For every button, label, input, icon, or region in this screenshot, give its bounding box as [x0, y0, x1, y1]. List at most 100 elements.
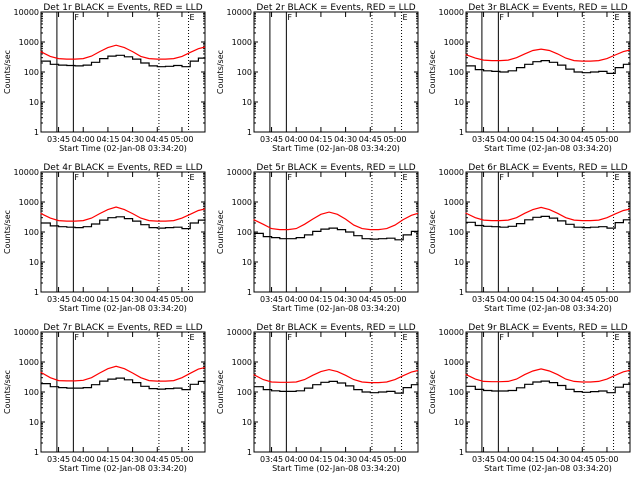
- detector-panel: Det 8r BLACK = Events, RED = LLD 1 10 100 10…: [216, 323, 419, 473]
- time-marker-label: E: [403, 333, 408, 342]
- x-tick-label: 03:45: [472, 455, 495, 464]
- y-tick-label: 1000: [232, 198, 252, 207]
- y-tick-label: 10000: [439, 168, 464, 177]
- y-axis-label: Counts/sec: [428, 50, 437, 94]
- panel-title: Det 4r BLACK = Events, RED = LLD: [43, 163, 202, 173]
- panel-title: Det 9r BLACK = Events, RED = LLD: [468, 323, 627, 333]
- y-tick-label: 100: [449, 228, 464, 237]
- y-tick-label: 1000: [444, 38, 464, 47]
- time-marker-label: F: [74, 173, 79, 182]
- events-series-line: [40, 54, 206, 68]
- x-tick-label: 04:30: [546, 135, 569, 144]
- x-axis-label: Start Time (02-Jan-08 03:34:20): [59, 464, 187, 473]
- y-tick-label: 1000: [232, 38, 252, 47]
- time-marker-label: E: [190, 333, 195, 342]
- x-tick-label: 04:30: [121, 455, 144, 464]
- x-tick-label: 04:15: [521, 455, 544, 464]
- y-tick-label: 1000: [19, 38, 39, 47]
- events-series-line: [465, 380, 631, 394]
- x-tick-label: 04:00: [72, 455, 95, 464]
- detector-panel: Det 9r BLACK = Events, RED = LLD 1 10 100 10…: [428, 323, 631, 473]
- time-marker-label: E: [190, 173, 195, 182]
- x-axis-label: Start Time (02-Jan-08 03:34:20): [484, 304, 612, 313]
- detector-panel: Det 6r BLACK = Events, RED = LLD 1 10 100 10…: [428, 163, 631, 313]
- x-axis-label: Start Time (02-Jan-08 03:34:20): [59, 144, 187, 153]
- y-tick-label: 1000: [232, 358, 252, 367]
- x-tick-label: 05:00: [595, 455, 618, 464]
- y-tick-label: 10: [242, 98, 252, 107]
- time-marker-label: F: [287, 13, 292, 22]
- y-tick-label: 1: [34, 448, 39, 457]
- y-tick-label: 10: [29, 258, 39, 267]
- y-tick-label: 100: [449, 68, 464, 77]
- events-series-line: [465, 215, 631, 229]
- lld-series-line: [465, 206, 631, 222]
- y-axis-label: Counts/sec: [216, 210, 225, 254]
- x-tick-label: 04:00: [497, 455, 520, 464]
- x-tick-label: 03:45: [47, 455, 70, 464]
- panel-title: Det 3r BLACK = Events, RED = LLD: [468, 3, 627, 13]
- y-tick-label: 10000: [439, 8, 464, 17]
- x-tick-label: 04:45: [571, 295, 594, 304]
- x-tick-label: 04:30: [334, 455, 357, 464]
- y-tick-label: 100: [24, 68, 39, 77]
- x-tick-label: 04:45: [359, 135, 382, 144]
- lld-series-line: [253, 368, 419, 384]
- y-tick-label: 1000: [19, 358, 39, 367]
- y-tick-label: 1: [34, 128, 39, 137]
- y-tick-label: 10000: [227, 328, 252, 337]
- y-tick-label: 1000: [19, 198, 39, 207]
- time-marker-label: E: [403, 13, 408, 22]
- detector-panel: Det 3r BLACK = Events, RED = LLD 1 10 100 10…: [428, 3, 631, 153]
- x-tick-label: 04:15: [521, 135, 544, 144]
- x-axis-label: Start Time (02-Jan-08 03:34:20): [484, 144, 612, 153]
- detector-panel: Det 5r BLACK = Events, RED = LLD 1 10 100 10…: [216, 163, 419, 313]
- y-tick-label: 1000: [444, 358, 464, 367]
- x-tick-label: 05:00: [383, 135, 406, 144]
- time-marker-label: F: [499, 333, 504, 342]
- y-axis-label: Counts/sec: [428, 370, 437, 414]
- x-tick-label: 04:30: [334, 295, 357, 304]
- y-axis-label: Counts/sec: [3, 370, 12, 414]
- x-tick-label: 04:00: [285, 295, 308, 304]
- panel-title: Det 6r BLACK = Events, RED = LLD: [468, 163, 627, 173]
- x-tick-label: 04:45: [359, 295, 382, 304]
- y-tick-label: 1: [247, 288, 252, 297]
- time-marker-label: F: [499, 173, 504, 182]
- time-marker-label: F: [287, 333, 292, 342]
- x-axis-label: Start Time (02-Jan-08 03:34:20): [272, 464, 400, 473]
- y-tick-label: 100: [237, 68, 252, 77]
- x-tick-label: 04:00: [72, 135, 95, 144]
- y-tick-label: 100: [24, 228, 39, 237]
- x-axis-label: Start Time (02-Jan-08 03:34:20): [272, 304, 400, 313]
- time-marker-label: F: [287, 173, 292, 182]
- events-series-line: [465, 60, 631, 74]
- y-tick-label: 1: [247, 128, 252, 137]
- events-series-line: [40, 216, 206, 230]
- time-marker-label: F: [499, 13, 504, 22]
- x-tick-label: 04:00: [285, 455, 308, 464]
- x-tick-label: 04:15: [96, 135, 119, 144]
- y-tick-label: 100: [449, 388, 464, 397]
- x-tick-label: 04:15: [96, 295, 119, 304]
- y-tick-label: 1: [34, 288, 39, 297]
- y-axis-label: Counts/sec: [216, 50, 225, 94]
- time-marker-label: F: [74, 333, 79, 342]
- x-tick-label: 04:15: [96, 455, 119, 464]
- x-tick-label: 04:00: [72, 295, 95, 304]
- x-axis-label: Start Time (02-Jan-08 03:34:20): [59, 304, 187, 313]
- x-tick-label: 03:45: [260, 295, 283, 304]
- x-tick-label: 04:45: [571, 135, 594, 144]
- x-tick-label: 04:30: [121, 135, 144, 144]
- events-series-line: [253, 227, 419, 241]
- panel-title: Det 5r BLACK = Events, RED = LLD: [256, 163, 415, 173]
- y-tick-label: 10: [29, 418, 39, 427]
- x-tick-label: 05:00: [595, 295, 618, 304]
- y-tick-label: 1000: [444, 198, 464, 207]
- x-tick-label: 04:30: [546, 455, 569, 464]
- y-axis-label: Counts/sec: [428, 210, 437, 254]
- y-tick-label: 10000: [227, 8, 252, 17]
- y-tick-label: 10: [242, 258, 252, 267]
- x-tick-label: 04:45: [359, 455, 382, 464]
- x-tick-label: 04:30: [546, 295, 569, 304]
